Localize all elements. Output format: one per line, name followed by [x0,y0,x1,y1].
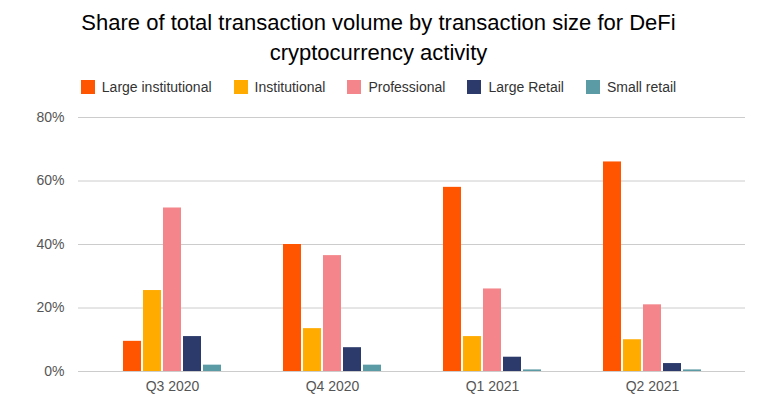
svg-text:Q2 2021: Q2 2021 [626,378,680,394]
svg-text:Q3 2020: Q3 2020 [146,378,200,394]
svg-text:0%: 0% [44,363,64,379]
svg-text:40%: 40% [36,236,64,252]
svg-text:60%: 60% [36,172,64,188]
svg-text:20%: 20% [36,299,64,315]
html-text:Institutional: Institutional [254,79,326,95]
svg-text:80%: 80% [36,109,64,125]
html-text:Large Retail: Large Retail [488,79,564,95]
html-text:Large institutional: Large institutional [101,79,212,95]
html-text:Small retail: Small retail [606,79,677,95]
html-text:Share of total transaction vol: Share of total transaction volume by tra… [81,10,676,65]
svg-text:Q4 2020: Q4 2020 [306,378,360,394]
svg-text:Q1 2021: Q1 2021 [466,378,520,394]
html-text:Professional: Professional [368,79,446,95]
